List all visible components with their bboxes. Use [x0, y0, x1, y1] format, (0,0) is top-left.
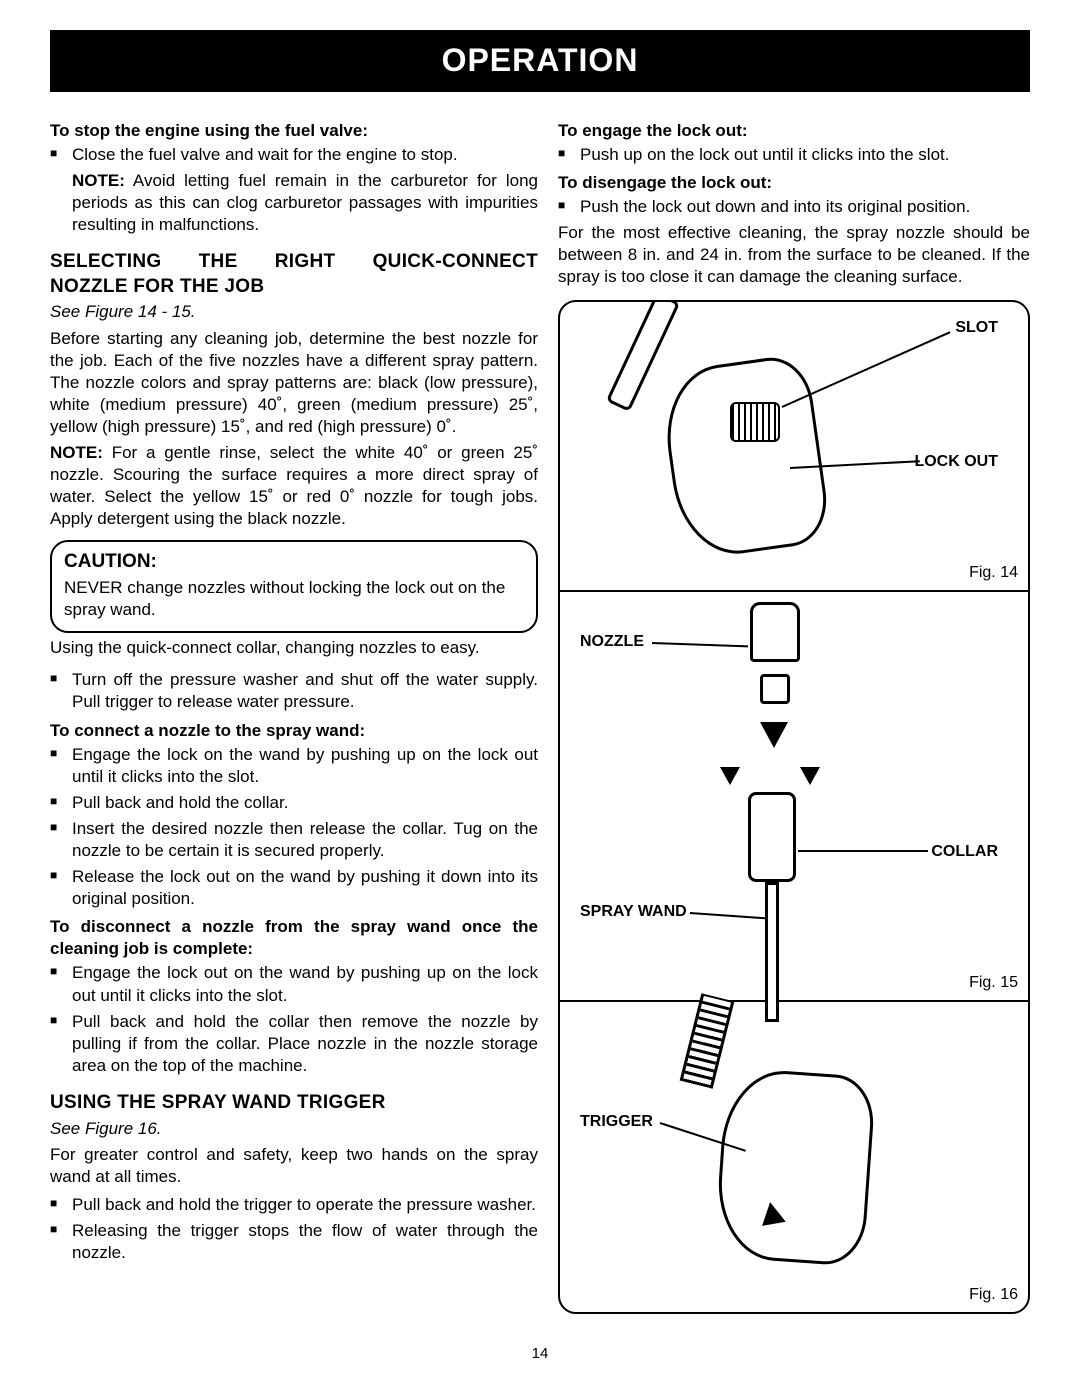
- list-item: Engage the lock out on the wand by pushi…: [50, 962, 538, 1006]
- hose-spring-illustration: [680, 993, 735, 1089]
- note-text: For a gentle rinse, select the white 40˚…: [50, 443, 538, 528]
- arrow-down-icon: [760, 722, 788, 748]
- connect-list: Engage the lock on the wand by pushing u…: [50, 744, 538, 911]
- list-item: Push the lock out down and into its orig…: [558, 196, 1030, 218]
- trigger-body-illustration: [658, 353, 833, 562]
- trigger-list: Pull back and hold the trigger to operat…: [50, 1194, 538, 1264]
- collar-illustration: [748, 792, 796, 882]
- nozzle-note: NOTE: For a gentle rinse, select the whi…: [50, 442, 538, 530]
- engage-list: Push up on the lock out until it clicks …: [558, 144, 1030, 166]
- see-figure-ref: See Figure 16.: [50, 1118, 538, 1140]
- list-item: Engage the lock on the wand by pushing u…: [50, 744, 538, 788]
- right-column: To engage the lock out: Push up on the l…: [558, 114, 1030, 1315]
- stop-engine-list: Close the fuel valve and wait for the en…: [50, 144, 538, 166]
- leader-line: [798, 850, 928, 852]
- caution-body: NEVER change nozzles without locking the…: [64, 577, 524, 621]
- list-item: Pull back and hold the collar.: [50, 792, 538, 814]
- leader-line: [652, 642, 748, 647]
- callout-spray-wand: SPRAY WAND: [580, 902, 687, 923]
- stop-engine-note: NOTE: Avoid letting fuel remain in the c…: [50, 170, 538, 236]
- note-text: Avoid letting fuel remain in the carbure…: [72, 171, 538, 234]
- figure-label: Fig. 16: [969, 1285, 1018, 1306]
- callout-lockout: LOCK OUT: [914, 452, 998, 473]
- callout-nozzle: NOZZLE: [580, 632, 644, 653]
- page-title: OPERATION: [50, 30, 1030, 92]
- slot-hatch-illustration: [730, 402, 780, 442]
- figure-label: Fig. 14: [969, 563, 1018, 584]
- disengage-lead: To disengage the lock out:: [558, 172, 1030, 194]
- trigger-body-illustration: [714, 1067, 877, 1267]
- figure-panel: SLOT LOCK OUT Fig. 14 NOZZLE COLLAR S: [558, 300, 1030, 1314]
- page-number: 14: [50, 1344, 1030, 1364]
- engage-lead: To engage the lock out:: [558, 120, 1030, 142]
- arrow-up-icon: [758, 1200, 785, 1226]
- nozzle-illustration: [750, 602, 800, 662]
- section-heading-trigger: USING THE SPRAY WAND TRIGGER: [50, 1091, 538, 1116]
- left-column: To stop the engine using the fuel valve:…: [50, 114, 538, 1315]
- figure-label: Fig. 15: [969, 973, 1018, 994]
- section-heading-select-nozzle-1: SELECTING THE RIGHT QUICK-CONNECT: [50, 250, 538, 275]
- note-label: NOTE:: [50, 443, 103, 462]
- leader-line: [782, 331, 951, 408]
- list-item: Pull back and hold the trigger to operat…: [50, 1194, 538, 1216]
- caution-box: CAUTION: NEVER change nozzles without lo…: [50, 540, 538, 633]
- list-item: Release the lock out on the wand by push…: [50, 866, 538, 910]
- callout-slot: SLOT: [955, 318, 998, 339]
- callout-collar: COLLAR: [931, 842, 998, 863]
- trigger-intro: For greater control and safety, keep two…: [50, 1144, 538, 1188]
- figure-15: NOZZLE COLLAR SPRAY WAND Fig. 15: [560, 592, 1028, 1002]
- list-item: Insert the desired nozzle then release t…: [50, 818, 538, 862]
- stop-engine-lead: To stop the engine using the fuel valve:: [50, 120, 538, 142]
- leader-line: [690, 912, 768, 919]
- effective-para: For the most effective cleaning, the spr…: [558, 222, 1030, 288]
- list-item: Turn off the pressure washer and shut of…: [50, 669, 538, 713]
- two-column-layout: To stop the engine using the fuel valve:…: [50, 114, 1030, 1315]
- figure-14: SLOT LOCK OUT Fig. 14: [560, 302, 1028, 592]
- disconnect-lead: To disconnect a nozzle from the spray wa…: [50, 916, 538, 960]
- disengage-list: Push the lock out down and into its orig…: [558, 196, 1030, 218]
- arrow-down-icon: [720, 767, 740, 785]
- see-figure-ref: See Figure 14 - 15.: [50, 301, 538, 323]
- quick-connect-prelist: Turn off the pressure washer and shut of…: [50, 669, 538, 713]
- note-label: NOTE:: [72, 171, 125, 190]
- wand-shaft-illustration: [765, 882, 779, 1022]
- callout-trigger: TRIGGER: [580, 1112, 653, 1133]
- barrel-illustration: [606, 300, 680, 412]
- quick-connect-intro: Using the quick-connect collar, changing…: [50, 637, 538, 659]
- list-item: Push up on the lock out until it clicks …: [558, 144, 1030, 166]
- list-item: Pull back and hold the collar then remov…: [50, 1011, 538, 1077]
- section-heading-select-nozzle-2: NOZZLE FOR THE JOB: [50, 275, 538, 300]
- caution-title: CAUTION:: [64, 550, 524, 575]
- nozzle-para: Before starting any cleaning job, determ…: [50, 328, 538, 438]
- nozzle-stem-illustration: [760, 674, 790, 704]
- connect-lead: To connect a nozzle to the spray wand:: [50, 720, 538, 742]
- list-item: Releasing the trigger stops the flow of …: [50, 1220, 538, 1264]
- arrow-down-icon: [800, 767, 820, 785]
- disconnect-list: Engage the lock out on the wand by pushi…: [50, 962, 538, 1076]
- figure-16: TRIGGER Fig. 16: [560, 1002, 1028, 1312]
- list-item: Close the fuel valve and wait for the en…: [50, 144, 538, 166]
